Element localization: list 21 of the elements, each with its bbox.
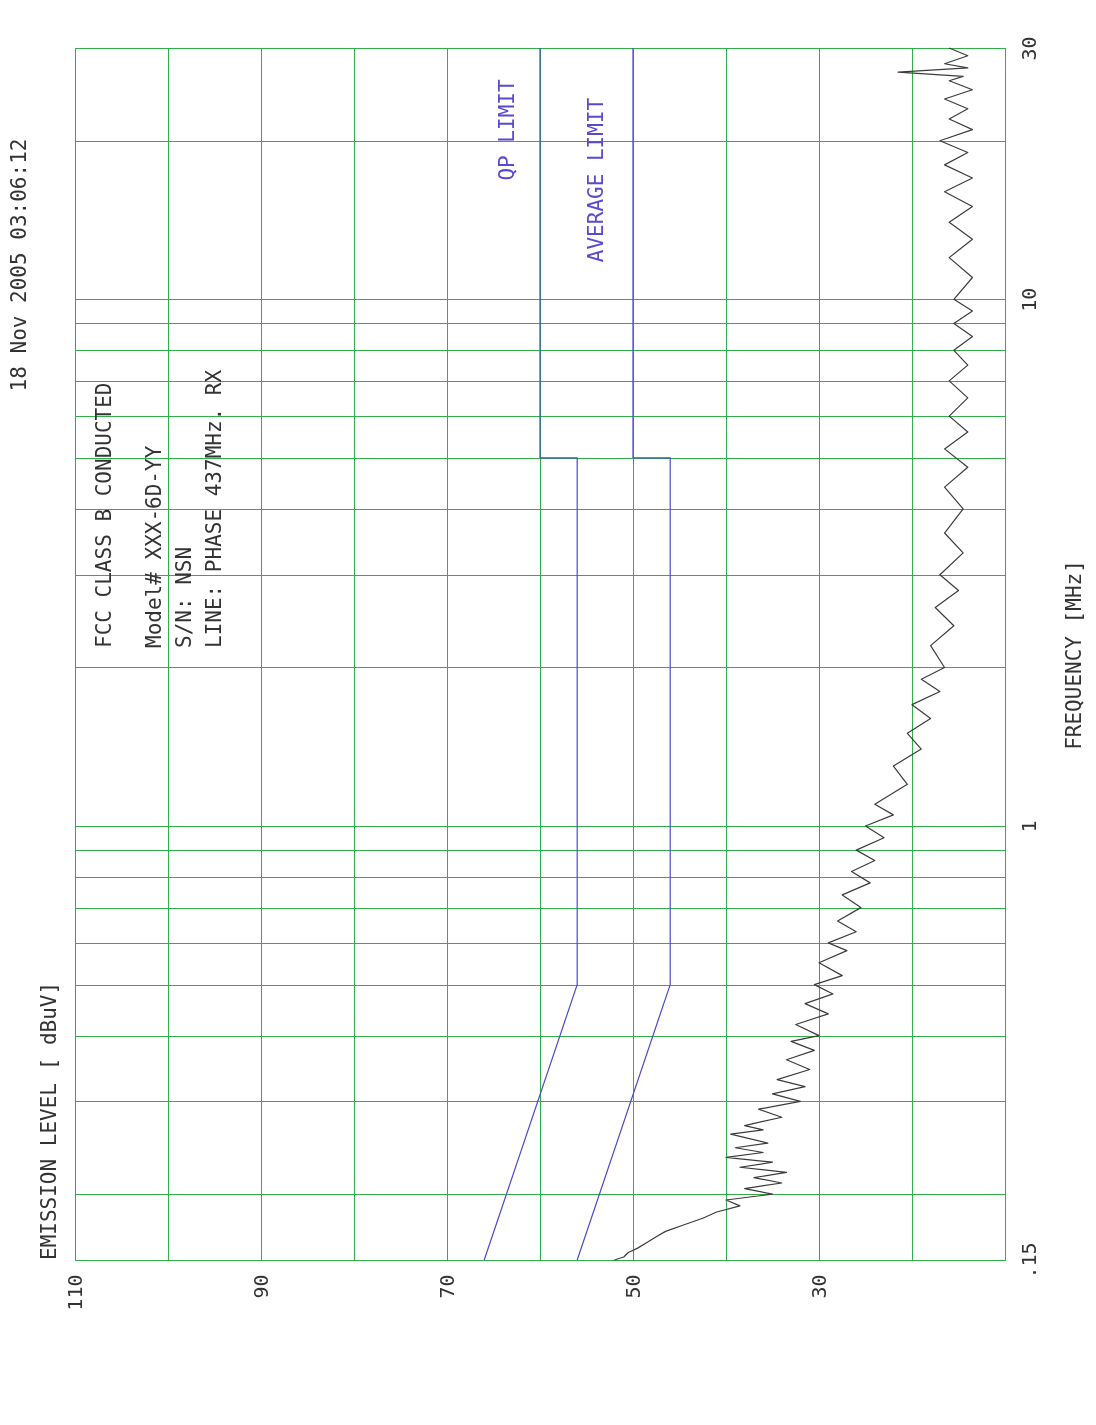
line-series	[613, 47, 974, 1261]
annotation: LINE: PHASE 437MHz. RX	[202, 369, 226, 648]
text: EMISSION LEVEL [ dBuV]	[37, 981, 61, 1260]
y-tick-label: 1	[1016, 820, 1041, 833]
line-series	[483, 47, 578, 1261]
annotation: Model# XXX-6D-YY	[142, 445, 166, 648]
annotation: S/N: NSN	[172, 546, 196, 648]
annotation: FCC CLASS B CONDUCTED	[92, 382, 116, 648]
annotation: AVERAGE LIMIT	[584, 97, 608, 263]
y-tick-label: 30	[1016, 36, 1041, 61]
y-tick-label: 10	[1016, 287, 1041, 312]
x-tick-label: 30	[806, 1274, 831, 1299]
x-tick-label: 90	[248, 1274, 273, 1299]
y-axis-title: FREQUENCY [MHz]	[1062, 560, 1086, 750]
text: 18 Nov 2005 03:06:12	[7, 138, 31, 392]
x-tick-label: 50	[620, 1274, 645, 1299]
x-tick-label: 110	[62, 1274, 87, 1311]
y-tick-label: .15	[1016, 1242, 1041, 1279]
x-tick-label: 70	[434, 1274, 459, 1299]
annotation: QP LIMIT	[495, 79, 519, 181]
line-series	[576, 47, 671, 1261]
